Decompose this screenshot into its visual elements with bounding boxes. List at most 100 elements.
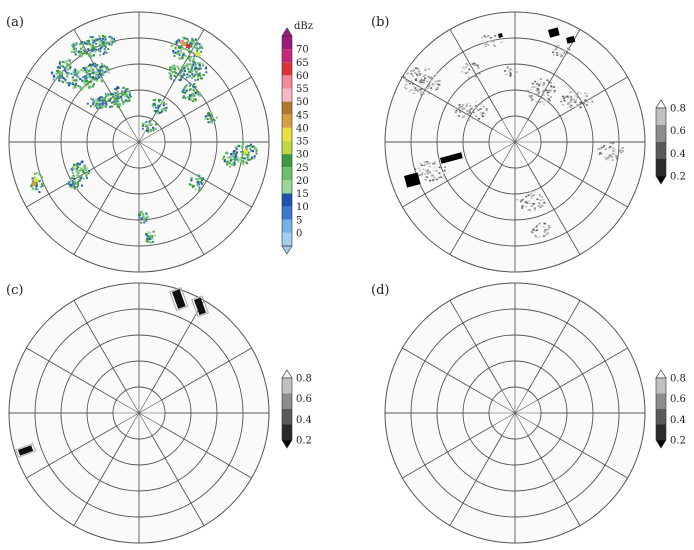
echo-pixel	[155, 106, 158, 109]
echo-pixel	[70, 82, 73, 85]
echo-pixel	[110, 43, 113, 46]
echo-pixel	[233, 150, 236, 152]
echo-pixel	[183, 48, 185, 51]
echo-pixel	[101, 66, 104, 69]
prob-pixel	[580, 97, 583, 99]
echo-pixel	[71, 168, 73, 171]
echo-pixel	[158, 104, 161, 107]
prob-pixel	[474, 104, 477, 107]
echo-pixel	[148, 231, 151, 234]
echo-pixel	[82, 177, 85, 180]
prob-pixel	[424, 179, 427, 181]
prob-pixel	[482, 105, 485, 108]
echo-pixel	[123, 94, 126, 97]
panel-d: (d)	[371, 282, 646, 544]
echo-pixel	[77, 54, 80, 57]
prob-pixel	[539, 206, 542, 208]
prob-pixel	[546, 89, 549, 92]
prob-pixel	[429, 90, 432, 92]
azimuth-line	[449, 29, 503, 120]
prob-pixel	[550, 82, 552, 84]
echo-pixel	[182, 96, 185, 99]
echo-pixel	[52, 78, 55, 81]
echo-pixel	[98, 40, 101, 43]
prob-pixel	[537, 223, 540, 226]
echo-pixel	[156, 104, 159, 107]
echo-pixel	[211, 121, 214, 124]
echo-pixel	[193, 94, 196, 97]
echo-pixel	[118, 106, 121, 108]
azimuth-line-inner	[514, 399, 538, 414]
azimuth-line-inner	[138, 141, 162, 156]
echo-pixel	[90, 66, 93, 69]
echo-pixel	[71, 82, 74, 85]
echo-pixel	[110, 37, 113, 39]
echo-pixel	[90, 50, 93, 52]
echo-pixel	[162, 104, 165, 107]
echo-pixel	[250, 149, 252, 152]
prob-pixel	[481, 115, 484, 118]
echo-pixel	[99, 106, 102, 109]
prob-pixel	[432, 170, 435, 172]
echo-pixel	[72, 70, 75, 73]
echo-pixel	[99, 47, 102, 50]
echo-pixel	[114, 88, 117, 90]
prob-pixel	[556, 54, 559, 56]
prob-pixel	[547, 94, 550, 96]
echo-pixel	[147, 237, 150, 240]
prob-pixel	[412, 85, 415, 88]
prob-pixel	[605, 158, 608, 160]
azimuth-line-inner	[125, 390, 140, 414]
echo-pixel	[74, 53, 77, 56]
echo-pixel	[64, 79, 67, 81]
prob-pixel	[542, 199, 545, 201]
echo-pixel	[103, 99, 106, 102]
echo-pixel	[60, 80, 63, 83]
prob-pixel	[533, 191, 536, 193]
echo-pixel	[89, 75, 92, 78]
panel-a: (a)	[6, 11, 270, 273]
echo-pixel	[176, 65, 179, 68]
colorbar-segment	[282, 409, 292, 425]
prob-pixel	[461, 71, 464, 73]
echo-pixel	[98, 67, 101, 70]
prob-pixel	[429, 165, 431, 168]
echo-pixel	[95, 42, 97, 45]
echo-pixel	[211, 119, 214, 121]
echo-pixel	[170, 77, 173, 80]
prob-pixel	[566, 49, 569, 51]
prob-streak-halo	[15, 442, 37, 458]
prob-pixel	[435, 82, 438, 85]
echo-pixel	[76, 181, 79, 184]
echo-pixel	[195, 178, 198, 181]
echo-pixel	[151, 235, 154, 238]
echo-pixel	[188, 95, 191, 98]
echo-pixel	[230, 153, 232, 156]
prob-pixel	[615, 155, 618, 157]
prob-pixel	[420, 78, 423, 80]
prob-pixel	[611, 159, 614, 161]
echo-pixel	[178, 39, 180, 42]
echo-pixel	[175, 72, 178, 74]
prob-pixel	[557, 51, 560, 54]
echo-pixel	[172, 52, 175, 54]
prob-pixel	[525, 195, 528, 198]
colorbar-tick-label: 0.6	[670, 394, 686, 405]
echo-pixel	[69, 66, 72, 69]
prob-pixel	[408, 80, 411, 83]
echo-pixel	[233, 157, 236, 159]
azimuth-line-inner	[138, 412, 162, 427]
echo-pixel	[97, 69, 100, 72]
prob-pixel	[410, 70, 412, 72]
azimuth-line-inner	[501, 412, 516, 436]
azimuth-line-inner	[138, 390, 153, 414]
echo-pixel	[111, 41, 114, 44]
echo-pixel	[56, 66, 59, 69]
echo-pixel	[92, 44, 94, 47]
prob-pixel	[567, 103, 570, 105]
echo-pixel	[100, 107, 103, 110]
polar-grid-b	[384, 11, 646, 273]
echo-pixel	[77, 171, 80, 174]
echo-pixel	[80, 175, 83, 178]
